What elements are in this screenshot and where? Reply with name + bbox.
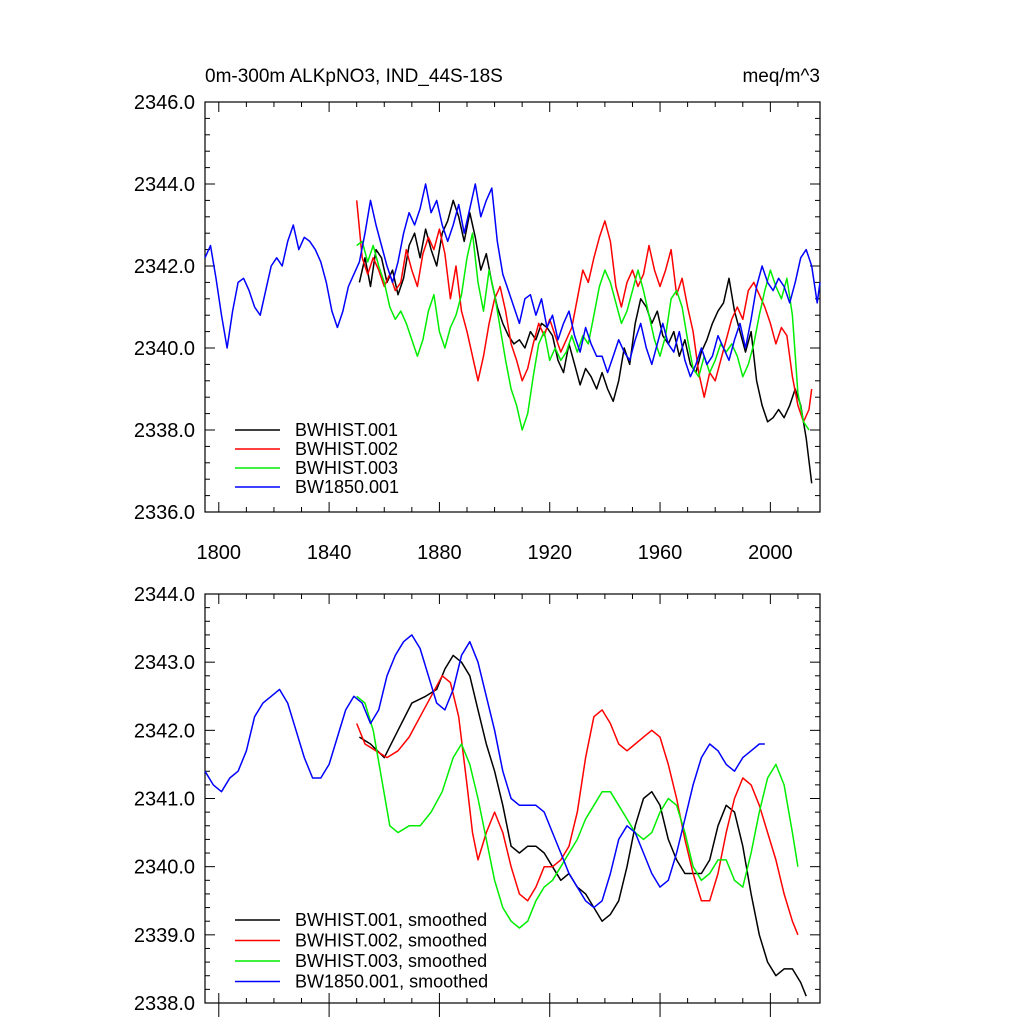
bottom-panel: 2338.0 2339.0 2340.0 2341.0 2342.0 2343.0 2344… (134, 584, 821, 1017)
legend-label: BWHIST.001, smoothed (295, 910, 487, 930)
y-tick-label: 2344.0 (134, 584, 195, 606)
plot-frame (204, 101, 821, 513)
y-tick-label: 2340.0 (134, 857, 195, 879)
y-tick-label: 2338.0 (134, 993, 195, 1015)
series-line (356, 232, 810, 431)
x-tick-label: 1840 (307, 542, 352, 564)
x-tick-label: 1960 (638, 542, 683, 564)
legend-label: BWHIST.001 (295, 420, 398, 440)
x-tick-label: 1920 (527, 542, 572, 564)
series-line (359, 654, 807, 997)
series-line (204, 634, 765, 909)
series-line (356, 695, 799, 929)
chart-title: 0m-300m ALKpNO3, IND_44S-18S (205, 66, 503, 87)
legend-label: BW1850.001, smoothed (295, 972, 488, 992)
series-line (356, 675, 799, 936)
units-label: meq/m^3 (742, 66, 820, 87)
y-tick-label: 2342.0 (134, 256, 195, 278)
legend-label: BW1850.001 (295, 477, 399, 497)
y-tick-label: 2340.0 (134, 338, 195, 360)
y-tick-label: 2346.0 (134, 92, 195, 114)
y-tick-label: 2344.0 (134, 174, 195, 196)
y-tick-label: 2339.0 (134, 925, 195, 947)
legend-label: BWHIST.003 (295, 458, 398, 478)
top-panel: 2336.0 2338.0 2340.0 2342.0 2344.0 2346.0 1800… (134, 66, 821, 564)
legend-label: BWHIST.002 (295, 439, 398, 459)
x-tick-label: 1880 (417, 542, 462, 564)
y-tick-label: 2338.0 (134, 420, 195, 442)
series-line (358, 199, 813, 484)
y-tick-label: 2341.0 (134, 789, 195, 811)
y-tick-label: 2342.0 (134, 720, 195, 742)
series-line (355, 200, 813, 423)
legend-label: BWHIST.002, smoothed (295, 931, 487, 951)
series-line (204, 183, 821, 378)
x-tick-label: 1800 (197, 542, 242, 564)
y-tick-label: 2343.0 (134, 652, 195, 674)
y-tick-label: 2336.0 (134, 502, 195, 524)
legend-label: BWHIST.003, smoothed (295, 951, 487, 971)
x-tick-label: 2000 (748, 542, 793, 564)
